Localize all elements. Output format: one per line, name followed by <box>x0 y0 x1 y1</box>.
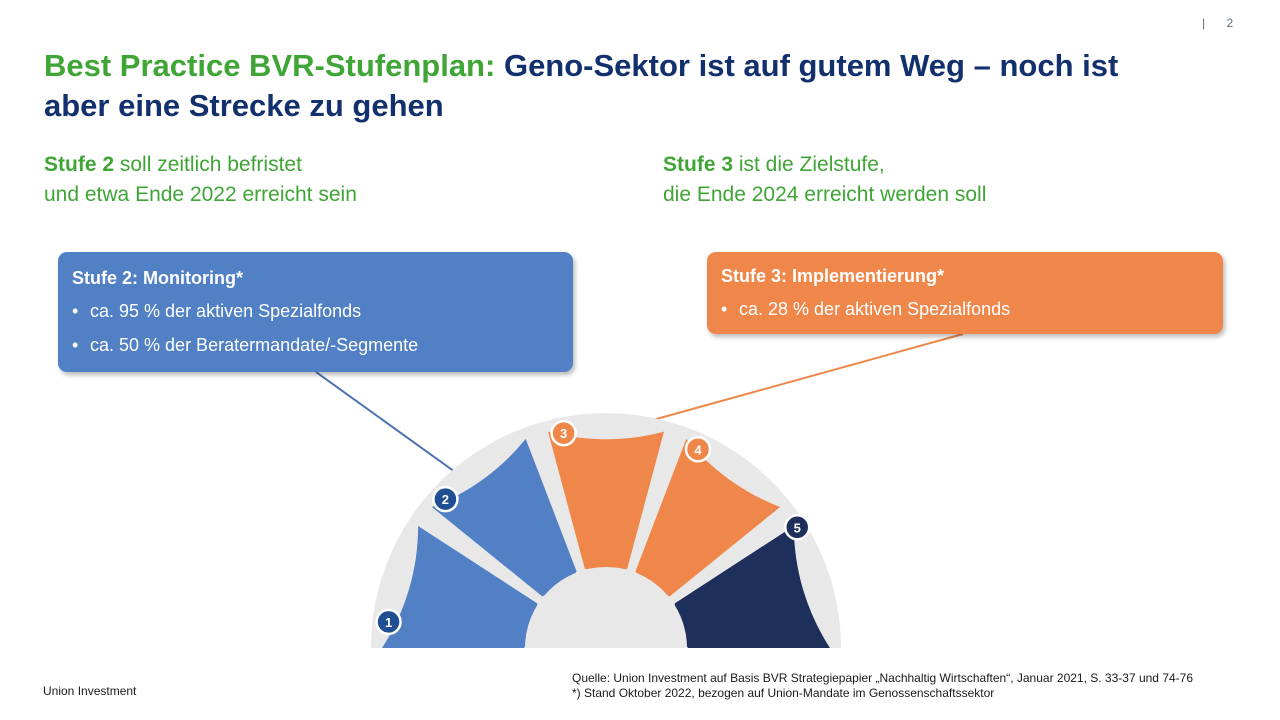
gauge-segment-2 <box>431 438 577 597</box>
monitoring-heading: Stufe 2: Monitoring* <box>72 268 243 288</box>
implementierung-bullet: • ca. 28 % der aktiven Spezialfonds <box>721 296 1209 322</box>
monitoring-bullet-text: ca. 50 % der Beratermandate/-Segmente <box>90 335 419 355</box>
implementierung-heading: Stufe 3: Implementierung* <box>721 266 945 286</box>
stufe-badge-4 <box>684 436 712 463</box>
stufe-badge-5 <box>783 514 811 541</box>
connector-line-stufe-3 <box>605 333 964 434</box>
stufe-3-note-line2: die Ende 2024 erreicht werden soll <box>663 183 987 206</box>
source-note: Quelle: Union Investment auf Basis BVR S… <box>572 671 1193 701</box>
source-line-2: *) Stand Oktober 2022, bezogen auf Union… <box>572 686 995 700</box>
stufe-badge-label: 2 <box>442 492 449 507</box>
stufe-badge-label: 5 <box>794 520 801 535</box>
stufe-3-note: Stufe 3 ist die Zielstufe, die Ende 2024… <box>663 150 986 210</box>
monitoring-bullet-text: ca. 95 % der aktiven Spezialfonds <box>90 301 362 321</box>
source-line-1: Quelle: Union Investment auf Basis BVR S… <box>572 671 1194 685</box>
stufe-badge-label: 4 <box>694 442 702 457</box>
implementierung-box: Stufe 3: Implementierung* • ca. 28 % der … <box>707 252 1223 334</box>
monitoring-bullet: • ca. 50 % der Beratermandate/-Segmente <box>72 332 559 358</box>
brand-footer: Union Investment <box>43 684 137 698</box>
bullet-dot-icon: • <box>721 299 728 319</box>
implementierung-bullet-list: • ca. 28 % der aktiven Spezialfonds <box>721 296 1209 322</box>
monitoring-bullet-list: • ca. 95 % der aktiven Spezialfonds • ca. … <box>72 298 559 358</box>
gauge-hub <box>525 567 687 648</box>
stufe-3-note-line1-rest: ist die Zielstufe, <box>733 153 885 176</box>
gauge-segment-1 <box>382 526 538 648</box>
monitoring-bullet: • ca. 95 % der aktiven Spezialfonds <box>72 298 559 324</box>
bullet-dot-icon: • <box>72 335 79 355</box>
stufe-2-note-line1: Stufe 2 soll zeitlich befristet <box>44 150 357 180</box>
stufe-2-note: Stufe 2 soll zeitlich befristet und etwa… <box>44 150 357 210</box>
gauge-segment-5 <box>674 526 830 648</box>
gauge-segment-3 <box>548 431 664 572</box>
page-number: | 2 <box>1202 16 1233 30</box>
stufe-badge-2 <box>432 485 459 513</box>
monitoring-box: Stufe 2: Monitoring* • ca. 95 % der aktiv… <box>58 252 573 372</box>
implementierung-bullet-text: ca. 28 % der aktiven Spezialfonds <box>739 299 1011 319</box>
connector-line-stufe-2 <box>315 371 470 483</box>
page-number-separator: | <box>1202 16 1206 30</box>
stufe-badge-label: 1 <box>385 615 392 630</box>
title-green-part: Best Practice BVR-Stufenplan: <box>44 48 496 83</box>
page-number-value: 2 <box>1226 16 1234 30</box>
stufe-3-note-line1: Stufe 3 ist die Zielstufe, <box>663 150 986 180</box>
stufe-badge-3 <box>550 419 577 447</box>
title-blue-part: Geno-Sektor ist auf gutem Weg – noch ist… <box>44 48 1119 123</box>
stufe-2-label: Stufe 2 <box>44 153 115 176</box>
stufe-2-note-line2: und etwa Ende 2022 erreicht sein <box>44 183 357 206</box>
bullet-dot-icon: • <box>72 301 79 321</box>
stufe-badge-label: 3 <box>560 426 567 441</box>
stufe-3-label: Stufe 3 <box>663 153 734 176</box>
gauge-segment-4 <box>635 438 781 597</box>
stufe-badge-1 <box>375 608 402 636</box>
slide-title: Best Practice BVR-Stufenplan: Geno-Sekto… <box>44 46 1144 126</box>
stufe-2-note-line1-rest: soll zeitlich befristet <box>114 153 302 176</box>
